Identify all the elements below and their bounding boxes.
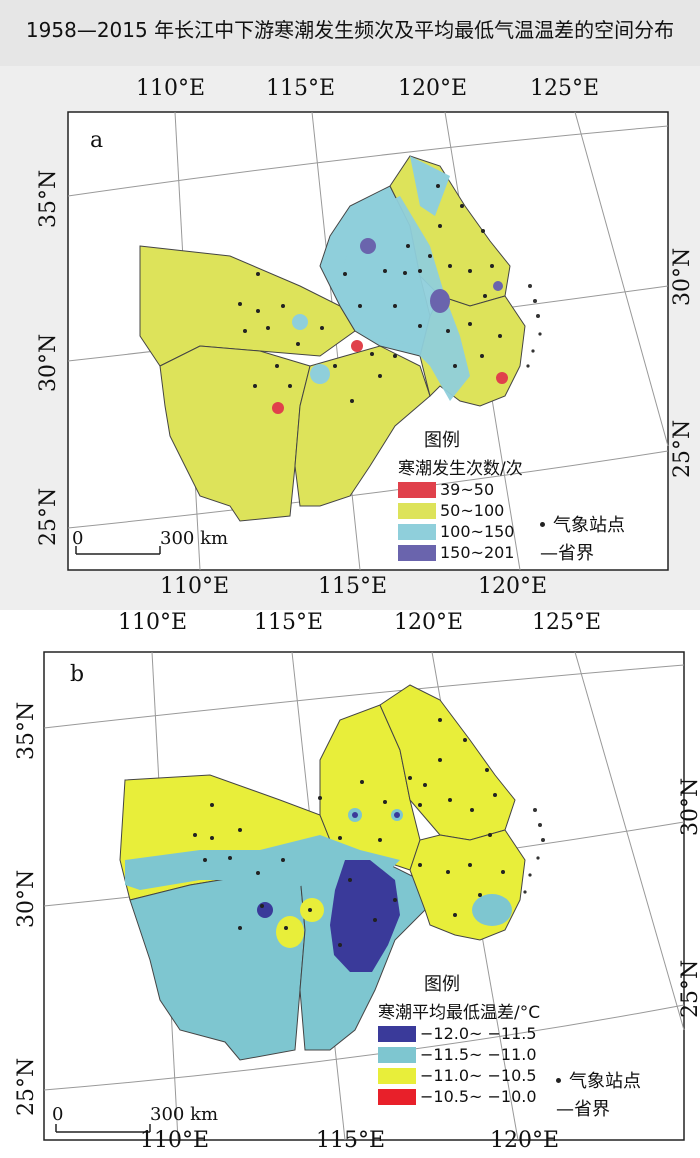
lon-label-top: 115°E — [266, 76, 336, 101]
side-legend-b: 气象站点 —省界 — [556, 1066, 641, 1122]
zone-blue-band — [125, 835, 400, 890]
scale-label: 300 km — [150, 1104, 219, 1125]
zone-blue-east — [472, 894, 512, 926]
scale-zero: 0 — [72, 528, 84, 549]
legend-item: 150~201 — [398, 542, 523, 563]
zone-red-3 — [496, 372, 508, 384]
lon-label-top: 110°E — [118, 610, 188, 635]
lon-label-top: 125°E — [530, 76, 600, 101]
legend-swatch — [398, 481, 436, 498]
station-dot-icon — [556, 1077, 561, 1083]
panel-b: b 110°E 115°E 120°E 125°E 110°E 115°E 12… — [0, 610, 700, 1158]
lon-label-top: 120°E — [394, 610, 464, 635]
legend-swatch — [398, 544, 436, 561]
lon-label-bottom: 120°E — [478, 574, 548, 599]
islands-b — [523, 808, 545, 894]
lat-label-right: 30°N — [678, 777, 700, 836]
province-jiangsu-b — [379, 684, 516, 841]
lon-label-top: 120°E — [398, 76, 468, 101]
stations-a — [238, 184, 502, 403]
lat-label-left: 25°N — [36, 487, 61, 546]
legend-swatch — [378, 1025, 416, 1042]
lat-label-left: 30°N — [14, 869, 39, 928]
station-dot-icon — [540, 521, 545, 527]
lat-label-left: 30°N — [36, 333, 61, 392]
legend-subtitle: 寒潮平均最低温差/°C — [378, 1003, 541, 1023]
legend-swatch — [378, 1067, 416, 1084]
legend-b: 图例 寒潮平均最低温差/°C −12.0~ −11.5 −11.5~ −11.0… — [378, 970, 540, 1107]
map-a-svg — [67, 111, 669, 571]
zone-blue-west — [292, 314, 308, 330]
map-b-svg — [43, 651, 685, 1141]
islands-a — [526, 284, 542, 368]
station-label: 气象站点 — [569, 1071, 641, 1092]
legend-subtitle: 寒潮发生次数/次 — [398, 459, 523, 479]
legend-item: 100~150 — [398, 521, 523, 542]
lon-label-bottom: 120°E — [490, 1128, 560, 1153]
legend-item: −11.5~ −11.0 — [378, 1044, 540, 1065]
lat-label-left: 35°N — [36, 169, 61, 228]
lat-label-right: 25°N — [670, 419, 695, 478]
legend-item-label: −12.0~ −11.5 — [420, 1024, 537, 1043]
legend-item-label: −11.0~ −10.5 — [420, 1066, 537, 1085]
legend-item: −11.0~ −10.5 — [378, 1065, 540, 1086]
lat-label-left: 35°N — [14, 701, 39, 760]
province-hubei — [139, 245, 356, 367]
legend-item-label: 100~150 — [440, 522, 515, 541]
lon-label-bottom: 110°E — [160, 574, 230, 599]
legend-item: 39~50 — [398, 479, 523, 500]
legend-item: 50~100 — [398, 500, 523, 521]
scale-label: 300 km — [160, 528, 229, 549]
lat-label-left: 25°N — [14, 1057, 39, 1116]
scale-zero: 0 — [52, 1104, 64, 1125]
legend-item-label: 150~201 — [440, 543, 515, 562]
zone-darkblue-2 — [257, 902, 273, 918]
zone-red-2 — [272, 402, 284, 414]
panel-a: a 110°E 115°E 120°E 125°E 110°E 115°E 12… — [0, 66, 700, 610]
zone-red-1 — [351, 340, 363, 352]
title-bar: 1958—2015 年长江中下游寒潮发生频次及平均最低气温温差的空间分布 — [0, 0, 700, 66]
boundary-label: —省界 — [556, 1099, 610, 1120]
lon-label-top: 110°E — [136, 76, 206, 101]
zone-darkblue-1 — [330, 860, 400, 972]
lon-label-bottom: 115°E — [318, 574, 388, 599]
scale-bar-b — [55, 1124, 151, 1133]
legend-item-label: 39~50 — [440, 480, 495, 499]
legend-item: −12.0~ −11.5 — [378, 1023, 540, 1044]
side-legend-a: 气象站点 —省界 — [540, 510, 625, 566]
zone-blue-jiangsu — [410, 156, 450, 216]
lon-label-bottom: 110°E — [140, 1128, 210, 1153]
province-hunan — [159, 345, 311, 522]
station-label: 气象站点 — [553, 515, 625, 536]
figure-title: 1958—2015 年长江中下游寒潮发生频次及平均最低气温温差的空间分布 — [25, 18, 675, 42]
lat-label-right: 30°N — [670, 247, 695, 306]
zone-yellow-1 — [276, 916, 304, 948]
legend-swatch — [398, 502, 436, 519]
provinces-a — [139, 155, 526, 522]
provinces-b — [119, 684, 526, 1061]
legend-item: −10.5~ −10.0 — [378, 1086, 540, 1107]
legend-item-label: −10.5~ −10.0 — [420, 1087, 537, 1106]
lon-label-top: 125°E — [532, 610, 602, 635]
lat-label-right: 25°N — [678, 959, 700, 1018]
zone-purple-2 — [430, 289, 450, 313]
zone-purple-1 — [360, 238, 376, 254]
legend-swatch — [378, 1088, 416, 1105]
legend-a: 图例 寒潮发生次数/次 39~50 50~100 100~150 150~201 — [398, 426, 523, 563]
legend-item-label: 50~100 — [440, 501, 505, 520]
legend-title: 图例 — [424, 430, 460, 451]
panel-label-a: a — [90, 128, 104, 153]
stations-b — [193, 718, 505, 947]
legend-swatch — [398, 523, 436, 540]
zone-purple-3 — [493, 281, 503, 291]
panel-label-b: b — [70, 662, 85, 687]
zone-blue-sw — [310, 364, 330, 384]
lon-label-top: 115°E — [254, 610, 324, 635]
legend-title: 图例 — [424, 974, 460, 995]
lon-label-bottom: 115°E — [316, 1128, 386, 1153]
scale-bar-a — [75, 546, 161, 555]
legend-item-label: −11.5~ −11.0 — [420, 1045, 537, 1064]
legend-swatch — [378, 1046, 416, 1063]
boundary-label: —省界 — [540, 543, 594, 564]
